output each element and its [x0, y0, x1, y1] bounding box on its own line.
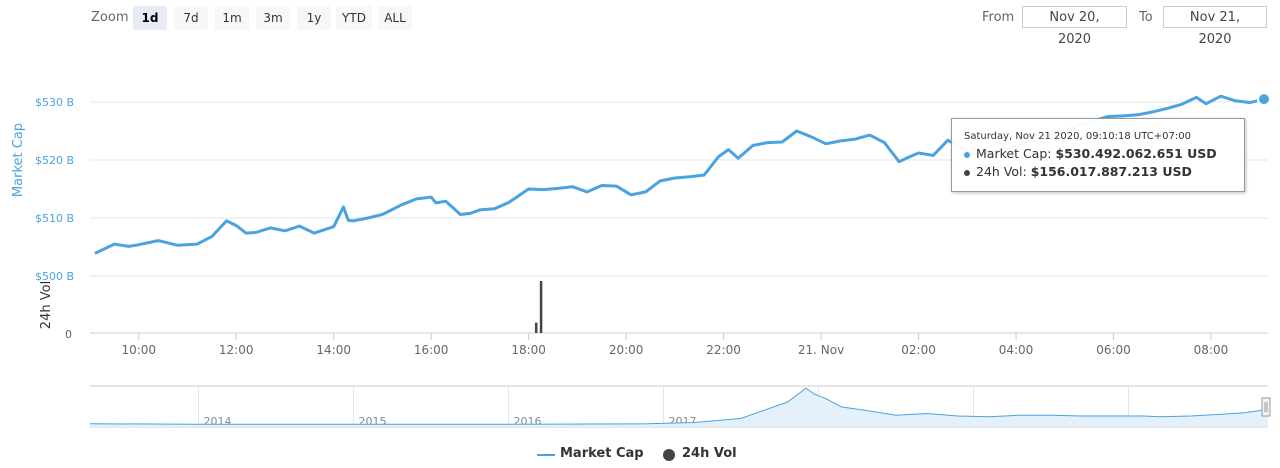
- tooltip-market-cap-row: Market Cap: $530.492.062.651 USD: [964, 145, 1244, 163]
- y-tick-label: $520 B: [35, 154, 74, 167]
- from-label: From: [982, 10, 1015, 25]
- vol-axis-title: 24h Vol: [39, 281, 54, 329]
- y-tick-label: $510 B: [35, 212, 74, 225]
- y-tick-label: $500 B: [35, 270, 74, 283]
- navigator-area: [90, 388, 1268, 427]
- x-tick-label: 20:00: [609, 343, 644, 357]
- tooltip-market-cap-label: Market Cap:: [976, 146, 1056, 161]
- vol-bar: [534, 322, 538, 333]
- zoom-all-button[interactable]: ALL: [378, 6, 412, 30]
- y-axis-title: Market Cap: [11, 123, 26, 197]
- tooltip-market-cap-value: $530.492.062.651 USD: [1055, 146, 1217, 161]
- legend-market-cap[interactable]: Market Cap: [560, 446, 644, 461]
- vol-bars: [534, 281, 543, 333]
- range-selector: Zoom 1d 7d 1m 3m 1y YTD ALL From Nov 20,…: [0, 0, 1280, 47]
- x-tick-label: 18:00: [511, 343, 546, 357]
- x-tick-label: 08:00: [1194, 343, 1229, 357]
- tooltip-market-cap-dot: [964, 151, 970, 158]
- legend-vol-symbol: [663, 449, 675, 461]
- legend-24h-vol[interactable]: 24h Vol: [682, 446, 737, 461]
- navigator-handle-right[interactable]: [1261, 397, 1271, 417]
- tooltip-vol-value: $156.017.887.213 USD: [1030, 164, 1192, 179]
- zoom-3m-button[interactable]: 3m: [256, 6, 290, 30]
- y-tick-label: $530 B: [35, 96, 74, 109]
- x-tick-label: 16:00: [414, 343, 449, 357]
- zoom-1y-button[interactable]: 1y: [297, 6, 331, 30]
- from-date-input[interactable]: Nov 20, 2020: [1022, 6, 1127, 47]
- zoom-1d-button[interactable]: 1d: [133, 6, 167, 30]
- x-tick-label: 14:00: [316, 343, 351, 357]
- tooltip-vol-label: 24h Vol:: [976, 164, 1031, 179]
- zoom-ytd-button[interactable]: YTD: [336, 6, 372, 30]
- tooltip-vol-dot: [964, 169, 970, 176]
- main-y-axis: $500 B $510 B $520 B $530 B: [35, 96, 74, 283]
- tooltip-vol-row: 24h Vol: $156.017.887.213 USD: [964, 163, 1244, 181]
- x-tick-label: 22:00: [706, 343, 741, 357]
- vol-y-tick-0: 0: [65, 328, 72, 341]
- x-tick-label: 21. Nov: [798, 343, 844, 357]
- x-tick-label: 12:00: [219, 343, 254, 357]
- main-x-axis: 10:00 12:00 14:00 16:00 18:00 20:00 22:00 21. N…: [121, 333, 1228, 357]
- hover-point-marker: [1257, 92, 1271, 107]
- zoom-7d-button[interactable]: 7d: [174, 6, 208, 30]
- legend: Market Cap 24h Vol: [0, 446, 1280, 466]
- tooltip: Saturday, Nov 21 2020, 09:10:18 UTC+07:0…: [951, 118, 1245, 192]
- tooltip-header: Saturday, Nov 21 2020, 09:10:18 UTC+07:0…: [964, 131, 1191, 142]
- x-tick-label: 10:00: [121, 343, 156, 357]
- to-label: To: [1139, 10, 1153, 25]
- vol-bar: [539, 281, 543, 333]
- navigator-line: [89, 387, 1269, 425]
- x-tick-label: 06:00: [1096, 343, 1131, 357]
- x-tick-label: 04:00: [999, 343, 1034, 357]
- to-date-input[interactable]: Nov 21, 2020: [1163, 6, 1267, 47]
- zoom-label: Zoom: [91, 10, 129, 25]
- zoom-1m-button[interactable]: 1m: [215, 6, 249, 30]
- x-tick-label: 02:00: [901, 343, 936, 357]
